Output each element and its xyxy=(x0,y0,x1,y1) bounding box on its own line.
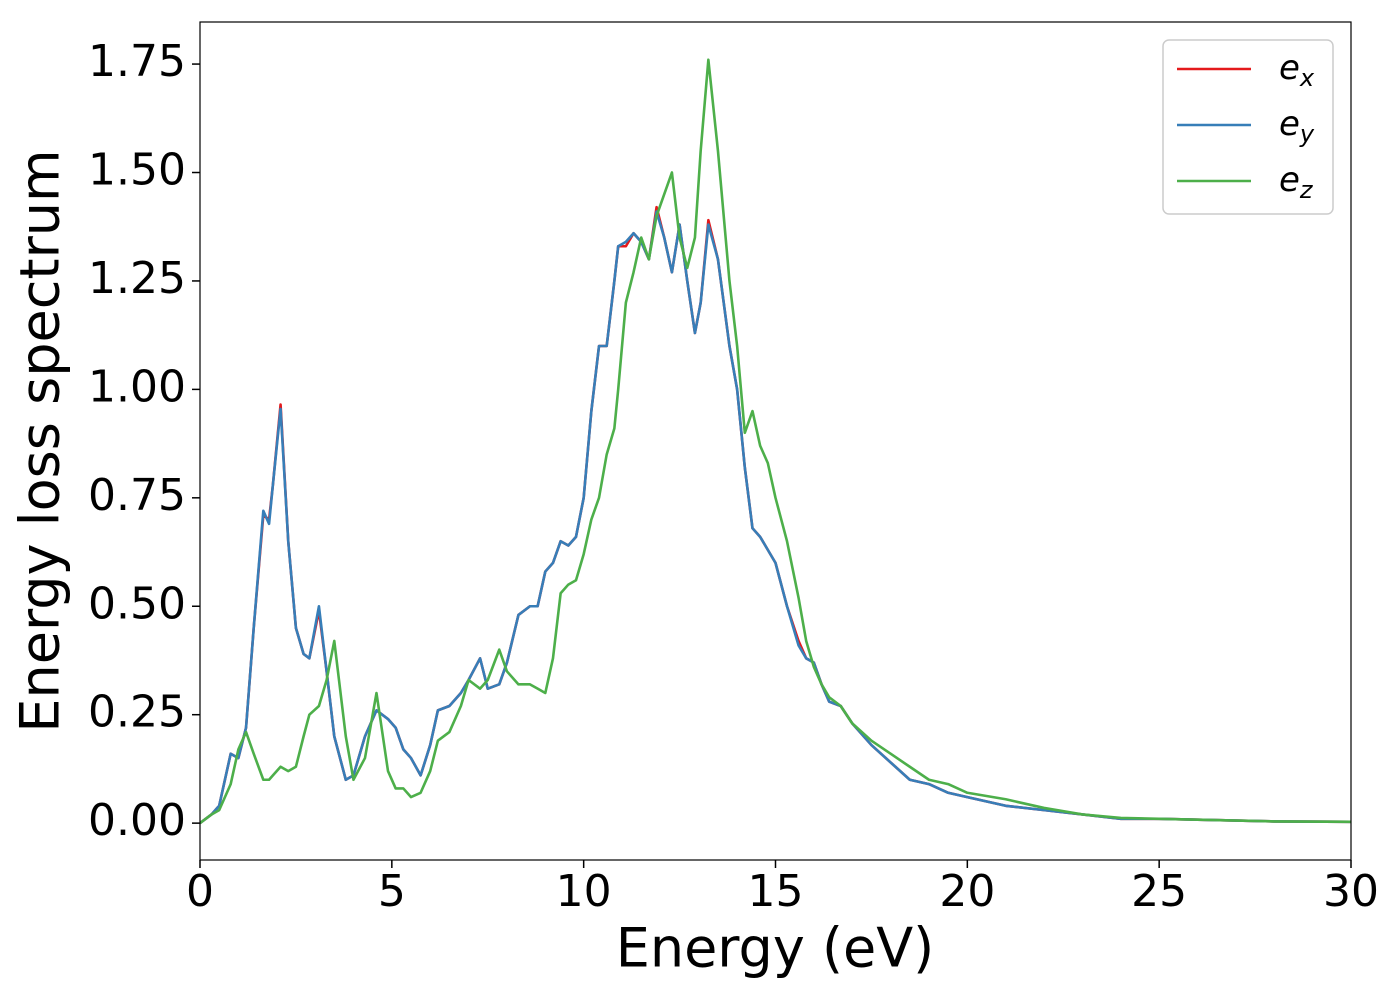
y-tick-label: 1.25 xyxy=(88,253,186,304)
legend-label: ex xyxy=(1279,48,1315,93)
x-tick-label: 20 xyxy=(939,866,995,917)
y-tick-label: 0.25 xyxy=(88,687,186,738)
series-line xyxy=(200,58,1351,825)
x-axis-label: Energy (eV) xyxy=(616,917,935,980)
series-line xyxy=(200,205,1351,825)
x-tick-label: 25 xyxy=(1131,866,1187,917)
legend-label: ez xyxy=(1279,160,1314,205)
y-tick-label: 0.75 xyxy=(88,470,186,521)
y-tick-label: 0.00 xyxy=(88,795,186,846)
legend-box xyxy=(1162,39,1334,215)
y-tick-label: 0.50 xyxy=(88,578,186,629)
x-tick-label: 0 xyxy=(186,866,214,917)
x-tick-label: 10 xyxy=(556,866,612,917)
series-line xyxy=(200,210,1351,825)
y-tick-label: 1.75 xyxy=(88,36,186,87)
x-tick-label: 30 xyxy=(1323,866,1379,917)
y-tick-label: 1.00 xyxy=(88,361,186,412)
legend-label: ey xyxy=(1279,104,1315,149)
y-axis-label: Energy loss spectrum xyxy=(9,149,72,732)
plot-frame xyxy=(199,21,1352,861)
y-tick-label: 1.50 xyxy=(88,145,186,196)
x-tick-label: 5 xyxy=(378,866,406,917)
x-tick-label: 15 xyxy=(748,866,804,917)
